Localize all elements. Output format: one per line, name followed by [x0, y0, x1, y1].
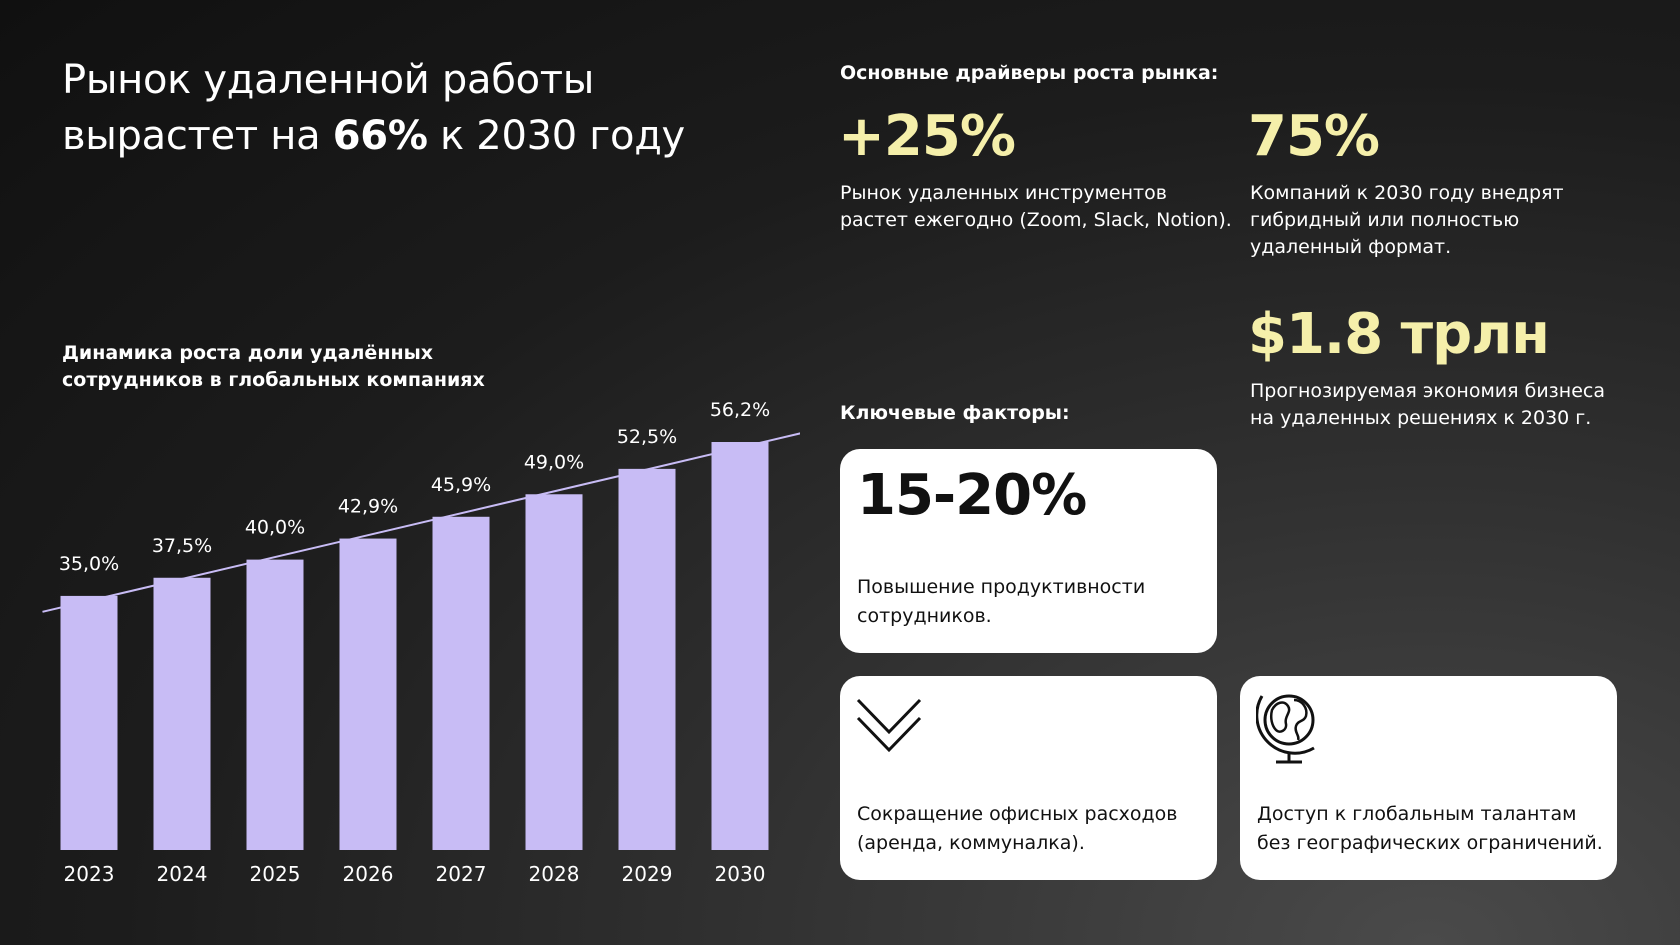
x-tick-2028: 2028	[529, 862, 580, 886]
chart-title: Динамика роста доли удалённых сотруднико…	[62, 342, 485, 391]
stat-desc-line: Прогнозируемая экономия бизнеса	[1250, 380, 1605, 402]
stat-value-savings: $1.8 трлн	[1248, 302, 1550, 367]
drivers-title: Основные драйверы роста рынка:	[840, 62, 1219, 84]
bar-2027	[432, 516, 490, 850]
factor-card-desc-line: Повышение продуктивности	[857, 576, 1146, 598]
bar-2030	[711, 442, 769, 850]
stat-desc-line: гибридный или полностью	[1250, 209, 1520, 231]
factor-card-desc-line: сотрудников.	[857, 605, 992, 627]
data-label-2028: 49,0%	[524, 451, 584, 473]
factor-card-desc-line: (аренда, коммуналка).	[857, 832, 1085, 854]
headline-line2-prefix: вырастет на	[62, 113, 333, 159]
x-tick-2030: 2030	[715, 862, 766, 886]
stat-desc-line: растет ежегодно (Zoom, Slack, Notion).	[840, 209, 1232, 231]
x-tick-2026: 2026	[343, 862, 394, 886]
stat-desc-line: Компаний к 2030 году внедрят	[1250, 182, 1564, 204]
factors-title: Ключевые факторы:	[840, 402, 1070, 424]
factor-card-big-value: 15-20%	[857, 463, 1087, 528]
bar-2026	[339, 538, 397, 850]
data-label-2027: 45,9%	[431, 474, 491, 496]
headline-highlight: 66%	[332, 113, 428, 159]
globe-icon	[1256, 694, 1315, 764]
x-tick-2029: 2029	[622, 862, 673, 886]
factor-card-office-costs: Сокращение офисных расходов (аренда, ком…	[840, 676, 1217, 880]
data-label-2026: 42,9%	[338, 496, 398, 518]
stat-value-hybrid-companies: 75%	[1248, 104, 1380, 169]
data-label-2023: 35,0%	[59, 553, 119, 575]
stat-desc-savings: Прогнозируемая экономия бизнеса на удале…	[1250, 378, 1605, 432]
factor-card-desc: Доступ к глобальным талантам без географ…	[1257, 800, 1605, 858]
stat-desc-hybrid-companies: Компаний к 2030 году внедрят гибридный и…	[1250, 180, 1564, 261]
factor-card-productivity: 15-20% Повышение продуктивности сотрудни…	[840, 449, 1217, 653]
stat-desc-line: Рынок удаленных инструментов	[840, 182, 1167, 204]
bar-2023	[60, 595, 118, 850]
data-label-2024: 37,5%	[152, 535, 212, 557]
bar-2024	[153, 577, 211, 850]
bar-2029	[618, 468, 676, 850]
x-tick-2023: 2023	[64, 862, 115, 886]
double-chevron-down-icon	[856, 698, 922, 753]
factor-card-global-talent: Доступ к глобальным талантам без географ…	[1240, 676, 1617, 880]
data-label-2025: 40,0%	[245, 517, 305, 539]
bar-2028	[525, 494, 583, 850]
stat-desc-line: на удаленных решениях к 2030 г.	[1250, 407, 1592, 429]
x-tick-2024: 2024	[157, 862, 208, 886]
data-label-2030: 56,2%	[710, 399, 770, 421]
headline-line1: Рынок удаленной работы	[62, 57, 595, 103]
factor-card-desc-line: без географических ограничений.	[1257, 832, 1603, 854]
headline-line2-suffix: к 2030 году	[427, 113, 685, 159]
bar-chart: 35,0% 2023 37,5% 2024 40,0% 2025 42,9% 2026 45,9…	[42, 399, 800, 886]
factor-card-desc: Сокращение офисных расходов (аренда, ком…	[857, 800, 1205, 858]
stat-value-tools-growth: +25%	[838, 104, 1016, 169]
stat-desc-line: удаленный формат.	[1250, 236, 1452, 258]
factor-card-desc-line: Доступ к глобальным талантам	[1257, 803, 1577, 825]
headline: Рынок удаленной работы вырастет на 66% к…	[62, 52, 802, 164]
x-tick-2025: 2025	[250, 862, 301, 886]
x-tick-2027: 2027	[436, 862, 487, 886]
factor-card-desc: Повышение продуктивности сотрудников.	[857, 573, 1205, 631]
bar-2025	[246, 559, 304, 850]
data-label-2029: 52,5%	[617, 426, 677, 448]
stat-desc-tools-growth: Рынок удаленных инструментов растет ежег…	[840, 180, 1232, 234]
factor-card-desc-line: Сокращение офисных расходов	[857, 803, 1178, 825]
